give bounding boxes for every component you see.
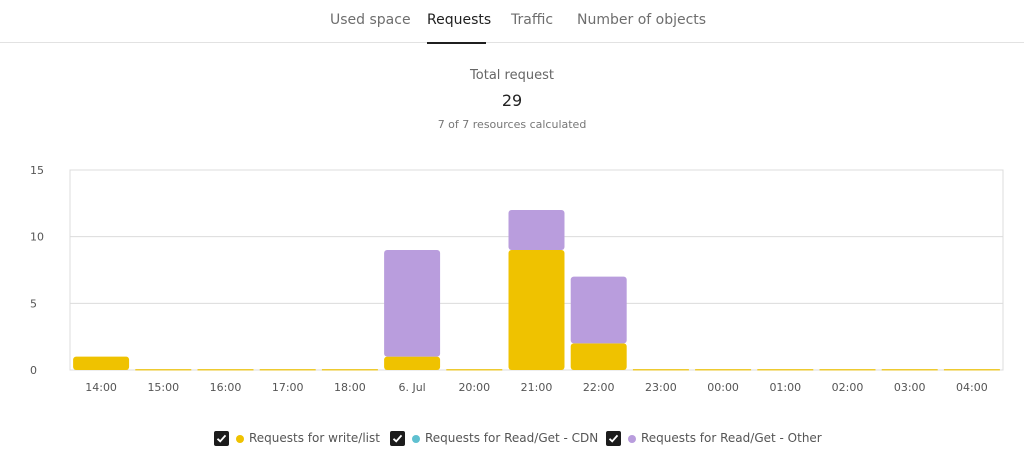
tab-number-of-objects[interactable]: Number of objects — [577, 12, 707, 28]
check-icon — [216, 434, 227, 443]
legend-dot-read-get-other — [628, 435, 636, 443]
checkbox-read-get-cdn[interactable] — [390, 431, 405, 446]
legend-label-read-get-cdn: Requests for Read/Get - CDN — [425, 431, 599, 445]
bar-zero-marker — [943, 369, 1000, 371]
legend-label-write-list: Requests for write/list — [249, 431, 380, 445]
bar-zero-marker — [197, 369, 254, 371]
check-icon — [608, 434, 619, 443]
y-tick-label: 15 — [30, 164, 44, 177]
bar-segment — [384, 356, 441, 370]
x-tick-label: 17:00 — [272, 381, 304, 394]
bar-zero-marker — [819, 369, 876, 371]
summary-subtitle: 7 of 7 resources calculated — [437, 118, 587, 131]
check-icon — [392, 434, 403, 443]
bar-zero-marker — [135, 369, 192, 371]
bar-segment — [508, 250, 565, 370]
y-tick-label: 0 — [30, 364, 37, 377]
bar-zero-marker — [881, 369, 938, 371]
checkbox-write-list[interactable] — [214, 431, 229, 446]
legend-dot-read-get-cdn — [412, 435, 420, 443]
bar-zero-marker — [446, 369, 503, 371]
bar-segment — [384, 250, 441, 357]
bar-zero-marker — [632, 369, 689, 371]
bar-segment — [570, 343, 627, 370]
y-tick-label: 5 — [30, 297, 37, 310]
x-tick-label: 04:00 — [956, 381, 988, 394]
x-tick-label: 18:00 — [334, 381, 366, 394]
bar-zero-marker — [757, 369, 814, 371]
summary-total-value: 29 — [501, 91, 523, 110]
bar-zero-marker — [695, 369, 752, 371]
x-tick-label: 14:00 — [85, 381, 117, 394]
x-tick-label: 01:00 — [769, 381, 801, 394]
x-tick-label: 6. Jul — [398, 381, 425, 394]
tab-traffic[interactable]: Traffic — [511, 12, 554, 28]
x-tick-label: 22:00 — [583, 381, 615, 394]
x-tick-label: 02:00 — [832, 381, 864, 394]
tab-requests[interactable]: Requests — [427, 12, 492, 28]
bar-zero-marker — [259, 369, 316, 371]
checkbox-read-get-other[interactable] — [606, 431, 621, 446]
bar-segment — [508, 210, 565, 250]
x-tick-label: 00:00 — [707, 381, 739, 394]
x-tick-label: 23:00 — [645, 381, 677, 394]
bar-segment — [73, 356, 130, 370]
requests-chart: 0 5 10 15 14:00 15:00 16:00 17:00 18:00 6. Jul 20:… — [30, 164, 1004, 394]
x-tick-label: 21:00 — [521, 381, 553, 394]
tab-used-space[interactable]: Used space — [330, 12, 411, 28]
x-tick-label: 15:00 — [147, 381, 179, 394]
x-tick-label: 03:00 — [894, 381, 926, 394]
x-tick-label: 20:00 — [458, 381, 490, 394]
x-tick-label: 16:00 — [210, 381, 242, 394]
bar-segment — [570, 276, 627, 344]
legend-label-read-get-other: Requests for Read/Get - Other — [641, 431, 822, 445]
summary-title: Total request — [470, 68, 554, 83]
legend-dot-write-list — [236, 435, 244, 443]
chart-legend: Requests for write/list Requests for Rea… — [0, 430, 1024, 448]
y-tick-label: 10 — [30, 231, 44, 244]
bar-zero-marker — [321, 369, 378, 371]
active-tab-indicator — [427, 42, 486, 44]
tab-bar: Used space Requests Traffic Number of ob… — [0, 0, 1024, 44]
